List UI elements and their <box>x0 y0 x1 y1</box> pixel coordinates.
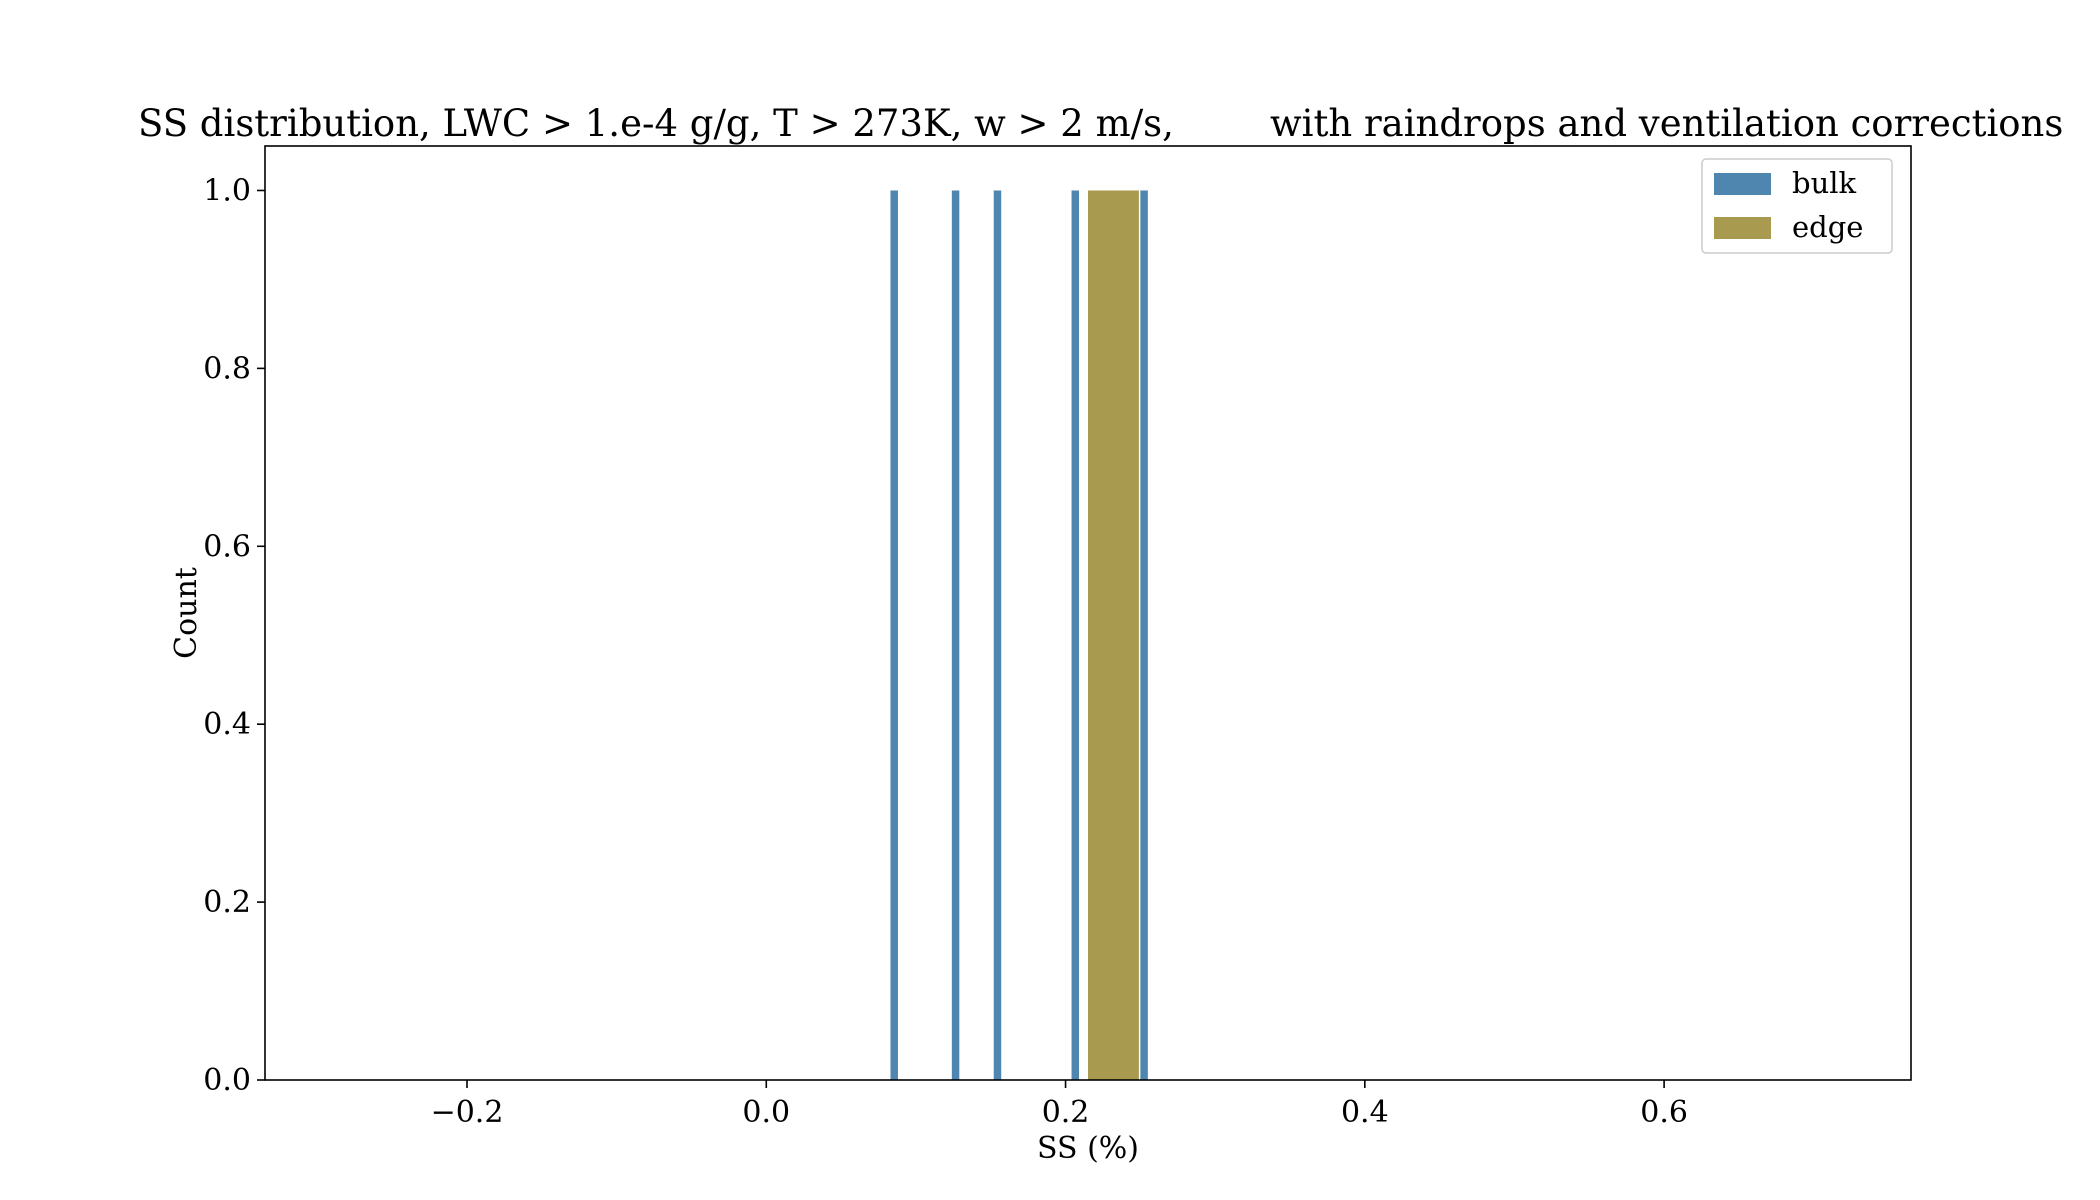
x-tick-label: 0.2 <box>1042 1095 1090 1130</box>
plot-bars <box>890 190 1148 1080</box>
x-tick-label: 0.6 <box>1640 1095 1688 1130</box>
bulk-bar-5 <box>1140 190 1148 1080</box>
edge-bar-1 <box>1088 190 1139 1080</box>
bulk-bar-2 <box>951 190 960 1080</box>
x-tick-label: 0.0 <box>742 1095 790 1130</box>
y-tick-label: 0.2 <box>203 885 251 920</box>
legend-swatch-bulk <box>1714 173 1771 195</box>
bulk-bar-1 <box>890 190 898 1080</box>
x-tick-label: −0.2 <box>431 1095 504 1130</box>
chart-title-right: with raindrops and ventilation correctio… <box>1270 102 2063 145</box>
x-axis-label: SS (%) <box>1037 1131 1139 1166</box>
y-tick-label: 0.6 <box>203 529 251 564</box>
legend-label-edge: edge <box>1792 210 1863 244</box>
plot-frame <box>264 145 1912 1081</box>
chart-title-left: SS distribution, LWC > 1.e-4 g/g, T > 27… <box>138 102 1174 145</box>
y-tick-label: 0.0 <box>203 1063 251 1098</box>
bulk-bar-4 <box>1071 190 1080 1080</box>
y-axis-label: Count <box>169 567 204 659</box>
legend-label-bulk: bulk <box>1792 166 1857 200</box>
x-tick-label: 0.4 <box>1341 1095 1389 1130</box>
y-tick-label: 1.0 <box>203 173 251 208</box>
bulk-bar-3 <box>993 190 1002 1080</box>
y-axis-ticks: 0.0 0.2 0.4 0.6 0.8 1.0 <box>203 173 265 1098</box>
y-tick-label: 0.8 <box>203 351 251 386</box>
y-tick-label: 0.4 <box>203 707 251 742</box>
legend: bulk edge <box>1701 158 1893 254</box>
x-axis-ticks: −0.2 0.0 0.2 0.4 0.6 <box>431 1080 1688 1130</box>
legend-swatch-edge <box>1714 217 1771 239</box>
